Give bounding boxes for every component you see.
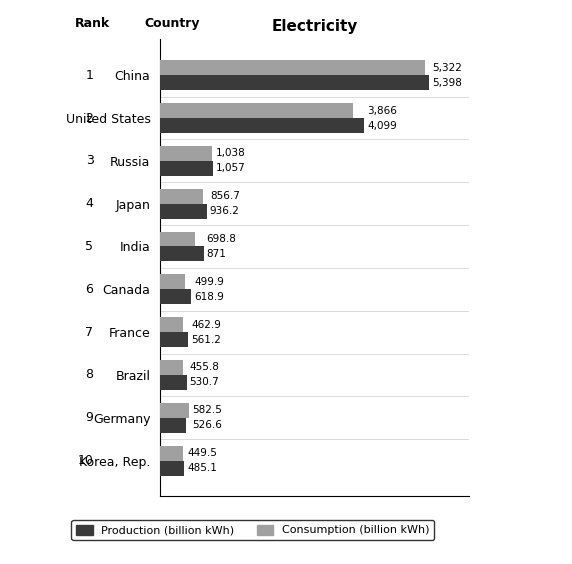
Bar [160, 246, 204, 262]
Bar [160, 146, 212, 161]
Text: 4,099: 4,099 [367, 121, 397, 130]
Bar [160, 75, 429, 90]
Bar [160, 418, 186, 433]
Text: 3,866: 3,866 [367, 105, 397, 116]
Text: 618.9: 618.9 [194, 292, 224, 302]
Text: 455.8: 455.8 [189, 363, 220, 372]
Text: 871: 871 [206, 249, 227, 259]
Text: 5,322: 5,322 [432, 63, 462, 73]
Text: 582.5: 582.5 [192, 406, 222, 415]
Text: 1,038: 1,038 [216, 148, 245, 158]
Text: 698.8: 698.8 [206, 234, 236, 244]
Bar [160, 231, 195, 246]
Text: 5: 5 [85, 240, 93, 253]
Text: 1: 1 [86, 69, 93, 82]
Text: Country: Country [145, 17, 200, 30]
Bar [160, 189, 203, 204]
Text: 7: 7 [85, 325, 93, 338]
Text: 1,057: 1,057 [216, 164, 245, 173]
Text: 3: 3 [86, 155, 93, 168]
Text: 9: 9 [86, 411, 93, 424]
Bar [160, 60, 426, 75]
Bar [160, 332, 188, 347]
Text: 2: 2 [86, 112, 93, 125]
Bar [160, 360, 183, 375]
Bar [160, 103, 353, 118]
Text: 936.2: 936.2 [210, 206, 240, 216]
Title: Electricity: Electricity [271, 19, 358, 34]
Text: 499.9: 499.9 [194, 277, 224, 287]
Bar [160, 289, 191, 305]
Text: 485.1: 485.1 [187, 463, 217, 473]
Text: 856.7: 856.7 [210, 191, 240, 201]
Text: 8: 8 [85, 368, 93, 381]
Bar [160, 461, 184, 475]
Text: 5,398: 5,398 [432, 78, 462, 88]
Text: 449.5: 449.5 [187, 448, 217, 458]
Text: 526.6: 526.6 [192, 420, 222, 430]
Bar [160, 375, 186, 390]
Legend: Production (billion kWh), Consumption (billion kWh): Production (billion kWh), Consumption (b… [72, 520, 434, 540]
Text: 6: 6 [86, 283, 93, 296]
Bar [160, 446, 182, 461]
Text: 561.2: 561.2 [191, 334, 221, 345]
Bar [160, 204, 207, 219]
Bar [160, 118, 364, 133]
Text: 4: 4 [86, 197, 93, 210]
Bar [160, 317, 183, 332]
Text: 530.7: 530.7 [189, 377, 219, 387]
Bar [160, 403, 189, 418]
Text: Rank: Rank [74, 17, 110, 30]
Bar [160, 161, 213, 176]
Text: 462.9: 462.9 [191, 320, 221, 329]
Text: 10: 10 [78, 454, 93, 467]
Bar [160, 274, 185, 289]
